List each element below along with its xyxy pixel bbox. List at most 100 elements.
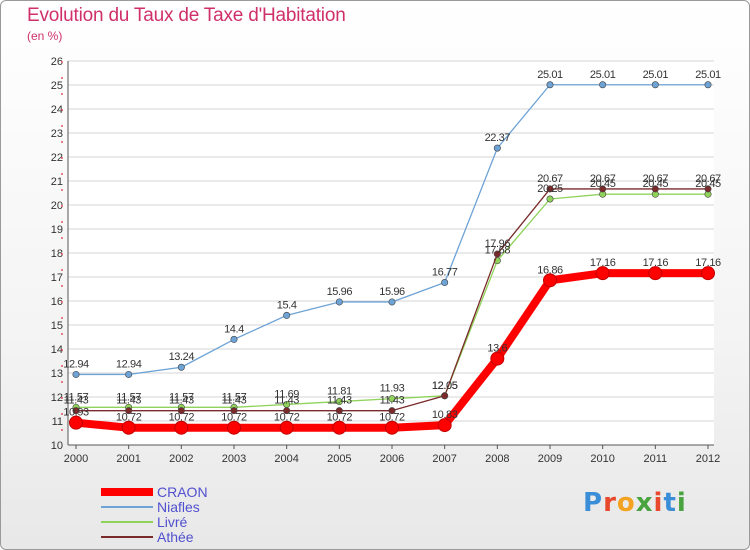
data-point	[441, 392, 449, 400]
x-tick-label: 2007	[432, 453, 456, 465]
x-tick-label: 2005	[327, 453, 351, 465]
data-label: 11.43	[169, 395, 194, 407]
x-tick-label: 2011	[644, 453, 668, 465]
data-label: 20.67	[590, 173, 616, 185]
data-label: 11.43	[327, 395, 352, 407]
data-point	[388, 395, 396, 403]
data-label: 11.43	[380, 395, 405, 407]
data-label: 17.96	[485, 238, 511, 250]
data-point	[599, 81, 607, 89]
data-point	[546, 81, 554, 89]
data-point	[441, 279, 449, 287]
x-tick-label: 2000	[64, 453, 88, 465]
y-tick-label: 22	[51, 152, 63, 164]
data-label: 25.01	[695, 69, 721, 81]
data-label: 15.96	[327, 286, 353, 298]
data-point	[546, 185, 554, 193]
legend-swatch	[101, 506, 153, 508]
data-point	[648, 266, 663, 281]
logo-letter: i	[653, 488, 664, 518]
logo-letter: r	[603, 488, 617, 518]
x-tick-label: 2003	[222, 453, 246, 465]
data-point	[279, 420, 294, 435]
y-tick-label: 24	[51, 104, 63, 116]
data-label: 12.05	[432, 380, 458, 392]
y-tick-label: 16	[51, 296, 63, 308]
y-unit-label: (en %)	[27, 29, 63, 43]
data-point	[230, 407, 238, 415]
data-point	[543, 273, 557, 288]
data-point	[599, 185, 607, 193]
y-tick-label: 23	[51, 128, 63, 140]
x-tick-label: 2012	[696, 453, 720, 465]
data-point	[174, 420, 189, 435]
y-tick-label: 17	[51, 272, 63, 284]
data-label: 20.45	[643, 178, 669, 190]
data-point	[72, 370, 80, 378]
data-label: 10.72	[274, 412, 300, 424]
data-point	[335, 407, 343, 415]
data-label: 12.94	[63, 358, 89, 370]
y-tick-label: 15	[51, 320, 63, 332]
data-label: 15.4	[277, 299, 297, 311]
data-point	[493, 144, 501, 152]
data-label: 20.45	[695, 178, 721, 190]
data-label: 11.43	[116, 395, 141, 407]
data-label: 11.69	[274, 388, 299, 400]
data-label: 12.94	[116, 358, 142, 370]
data-label: 11.93	[380, 383, 405, 395]
x-tick-label: 2006	[380, 453, 404, 465]
data-point	[651, 185, 659, 193]
data-label: 20.67	[537, 173, 563, 185]
data-label: 10.83	[432, 409, 458, 421]
data-label: 11.43	[222, 395, 247, 407]
data-point	[72, 407, 80, 415]
y-tick-label: 13	[51, 368, 63, 380]
data-label: 20.67	[695, 173, 721, 185]
data-label: 11.43	[64, 395, 89, 407]
y-tick-label: 26	[51, 56, 63, 68]
data-label: 10.72	[221, 412, 247, 424]
proxiti-logo: Proxiti	[583, 488, 687, 518]
legend-swatch	[101, 521, 153, 523]
y-tick-label: 25	[51, 80, 63, 92]
data-point	[490, 351, 505, 366]
data-point	[177, 407, 185, 415]
data-label: 25.01	[537, 69, 563, 81]
x-tick-label: 2008	[485, 453, 509, 465]
data-label: 25.01	[643, 69, 669, 81]
logo-letter: P	[583, 488, 604, 518]
data-point	[125, 370, 133, 378]
data-label: 20.45	[590, 178, 616, 190]
logo-letter: i	[676, 488, 687, 518]
data-point	[125, 407, 133, 415]
data-point	[701, 266, 715, 281]
logo-letter: o	[616, 488, 636, 518]
data-label: 12.05	[432, 380, 458, 392]
legend-label: Livré	[157, 514, 188, 530]
y-tick-label: 19	[51, 224, 63, 236]
data-label: 10.72	[169, 412, 195, 424]
data-label: 10.72	[327, 412, 353, 424]
logo-letter: x	[635, 488, 654, 518]
data-label: 25.01	[590, 69, 616, 81]
y-tick-label: 20	[51, 200, 63, 212]
data-point	[388, 407, 396, 415]
data-point	[335, 398, 343, 406]
data-point	[385, 420, 399, 435]
data-label: 16.86	[537, 264, 563, 276]
data-point	[332, 420, 347, 435]
y-tick-label: 10	[51, 440, 63, 452]
data-point	[704, 185, 712, 193]
data-point	[177, 363, 185, 371]
x-tick-label: 2010	[590, 453, 614, 465]
y-tick-label: 14	[51, 344, 63, 356]
data-label: 10.93	[63, 407, 89, 419]
legend-label: Niafles	[157, 499, 200, 515]
data-label: 10.72	[379, 412, 405, 424]
data-label: 20.67	[643, 173, 669, 185]
y-tick-label: 21	[51, 176, 63, 188]
data-point	[388, 298, 396, 306]
